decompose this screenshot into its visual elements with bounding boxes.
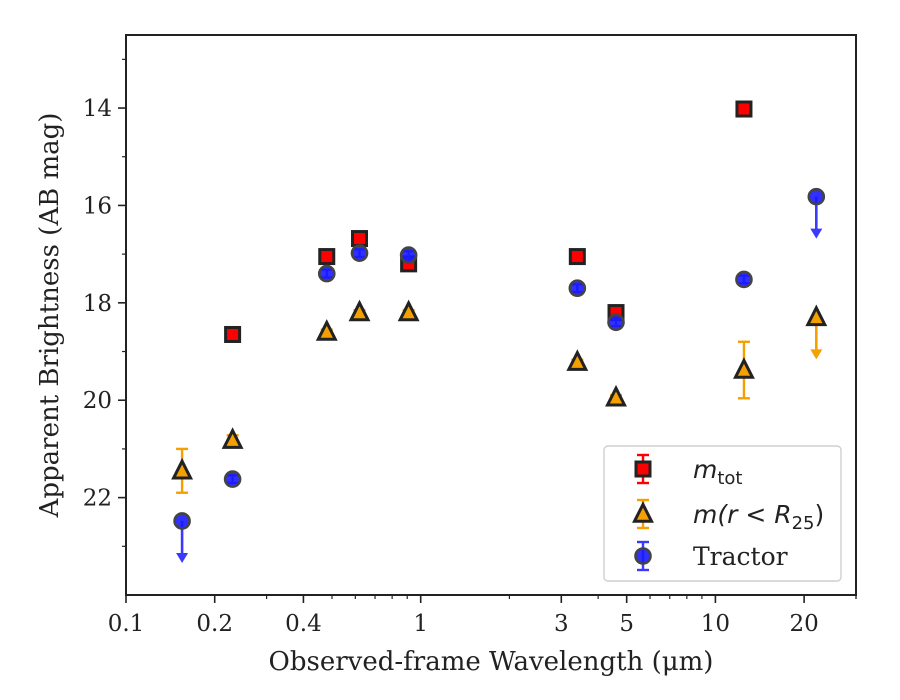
data-point bbox=[315, 319, 338, 341]
legend-marker bbox=[634, 460, 652, 478]
plot-area: 0.1 0.2 0.4 1 3 5 10 20 14 16 18 20 22 bbox=[83, 34, 857, 637]
legend-marker bbox=[634, 547, 652, 565]
legend-entry: m(r < R25) bbox=[632, 498, 824, 534]
data-point bbox=[568, 279, 587, 298]
legend-label: m(r < R25) bbox=[693, 500, 824, 534]
data-point bbox=[399, 246, 418, 264]
data-point bbox=[317, 264, 336, 283]
y-tick-label: 18 bbox=[83, 291, 112, 317]
x-tick-label: 20 bbox=[789, 611, 818, 637]
data-point bbox=[348, 299, 371, 322]
series-m_r25 bbox=[171, 299, 828, 494]
x-tick-label: 5 bbox=[619, 611, 634, 637]
legend-entry: Tractor bbox=[634, 540, 788, 572]
x-tick-label: 3 bbox=[554, 611, 569, 637]
data-point bbox=[350, 244, 369, 262]
x-axis-ticks: 0.1 0.2 0.4 1 3 5 10 20 bbox=[108, 595, 857, 637]
legend-box bbox=[603, 445, 842, 582]
x-axis-label: Observed-frame Wavelength (μm) bbox=[269, 647, 714, 677]
x-tick-label: 1 bbox=[413, 611, 428, 637]
upper-limit-arrowhead bbox=[810, 349, 823, 360]
y-tick-label: 22 bbox=[83, 486, 112, 512]
y-axis-label: Apparent Brightness (AB mag) bbox=[35, 113, 65, 519]
legend-label: mtot bbox=[693, 455, 743, 489]
data-point bbox=[805, 304, 828, 327]
data-point bbox=[807, 187, 826, 206]
data-point bbox=[607, 313, 625, 332]
data-point bbox=[397, 299, 420, 322]
legend: mtot m(r < R25) Tractor bbox=[603, 445, 842, 582]
data-point bbox=[733, 357, 755, 379]
y-tick-label: 20 bbox=[83, 388, 112, 414]
data-point bbox=[566, 349, 589, 371]
data-point bbox=[171, 457, 194, 480]
upper-limit-arrowhead bbox=[176, 552, 189, 563]
plot-frame bbox=[125, 34, 857, 596]
x-tick-label: 0.2 bbox=[196, 611, 233, 637]
data-point bbox=[735, 100, 753, 118]
data-point bbox=[318, 248, 336, 266]
data-point bbox=[735, 270, 753, 289]
y-tick-label: 16 bbox=[83, 193, 112, 219]
legend-marker bbox=[632, 501, 654, 523]
data-point bbox=[173, 512, 191, 530]
data-point bbox=[221, 427, 244, 449]
data-point bbox=[568, 248, 586, 266]
data-point bbox=[223, 470, 242, 488]
legend-entry: mtot bbox=[634, 453, 743, 489]
legend-label: Tractor bbox=[693, 542, 788, 571]
y-axis-ticks: 14 16 18 20 22 bbox=[83, 58, 126, 547]
series-m_tot bbox=[224, 100, 753, 343]
series-tractor bbox=[173, 187, 826, 563]
data-point bbox=[351, 230, 369, 248]
data-marks bbox=[171, 100, 828, 563]
data-point bbox=[605, 384, 627, 407]
x-tick-label: 10 bbox=[701, 611, 730, 637]
x-tick-label: 0.1 bbox=[108, 611, 145, 637]
y-tick-label: 14 bbox=[83, 96, 112, 122]
upper-limit-arrowhead bbox=[810, 228, 823, 239]
data-point bbox=[224, 325, 242, 343]
x-tick-label: 0.4 bbox=[285, 611, 322, 637]
